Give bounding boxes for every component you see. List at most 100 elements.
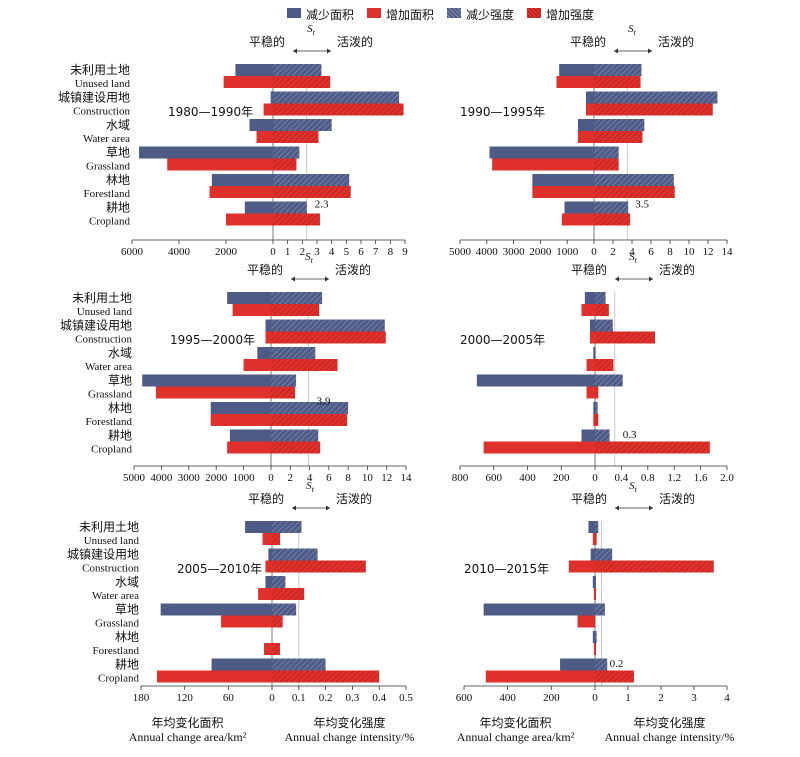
arrow-right-head — [648, 48, 652, 54]
category-label-zh: 耕地 — [115, 657, 139, 672]
bar-intensity-increase — [271, 359, 338, 371]
bar-intensity-decrease — [271, 429, 319, 442]
bar-area-decrease — [577, 119, 594, 131]
period-label: 2000—2005年 — [460, 333, 545, 347]
legend-label-intensity-increase: 增加强度 — [546, 8, 595, 22]
bar-intensity-decrease — [272, 576, 286, 588]
bar-area-decrease — [235, 64, 273, 76]
legend-label-intensity-decrease: 减少强度 — [466, 8, 515, 22]
legend: 减少面积 增加面积 减少强度 增加强度 — [0, 2, 800, 24]
arrow-left-head — [615, 505, 619, 511]
bar-intensity-increase — [271, 441, 321, 454]
area-tick-label: 0 — [269, 692, 275, 704]
bar-area-decrease — [559, 64, 594, 76]
intensity-tick-label: 8 — [388, 246, 394, 258]
bar-intensity-increase — [595, 414, 599, 426]
area-tick-label: 0 — [592, 472, 598, 484]
intensity-tick-label: 0.8 — [641, 472, 655, 484]
area-tick-label: 120 — [176, 692, 193, 704]
category-label-zh: 耕地 — [108, 428, 132, 443]
bar-area-increase — [581, 304, 595, 316]
category-label-zh: 林地 — [115, 630, 139, 644]
bar-area-increase — [226, 213, 273, 226]
bar-area-decrease — [590, 548, 595, 561]
area-tick-label: 6000 — [121, 246, 144, 258]
intensity-tick-label: 2 — [288, 472, 294, 484]
bar-intensity-decrease — [595, 521, 599, 533]
stable-label: 平稳的 — [249, 34, 285, 49]
bar-intensity-increase — [595, 560, 714, 573]
area-tick-label: 200 — [553, 472, 570, 484]
bar-intensity-decrease — [595, 402, 598, 414]
intensity-tick-label: 0.3 — [346, 692, 360, 704]
bar-area-decrease — [593, 402, 595, 414]
area-tick-label: 5000 — [449, 246, 472, 258]
bar-intensity-decrease — [271, 402, 349, 414]
intensity-tick-label: 2 — [300, 246, 306, 258]
category-label-zh: 草地 — [115, 603, 139, 617]
area-tick-label: 600 — [456, 692, 473, 704]
area-tick-label: 200 — [543, 692, 560, 704]
bar-intensity-decrease — [594, 91, 718, 104]
bar-area-decrease — [249, 119, 273, 131]
intensity-tick-label: 6 — [648, 246, 654, 258]
intensity-tick-label: 0.1 — [292, 692, 306, 704]
area-tick-label: 5000 — [123, 472, 146, 484]
category-label-zh: 水域 — [115, 575, 139, 589]
active-label: 活泼的 — [336, 491, 372, 506]
intensity-tick-label: 5 — [344, 246, 350, 258]
bar-intensity-increase — [273, 103, 404, 116]
area-tick-label: 4000 — [168, 246, 191, 258]
bar-area-increase — [263, 643, 272, 655]
category-label-zh: 林地 — [106, 173, 130, 187]
footer-area-label-right: 年均变化面积 Annual change area/km² — [428, 716, 603, 744]
bar-intensity-decrease — [595, 429, 610, 442]
bar-intensity-decrease — [594, 119, 645, 131]
footer-intensity-label-right: 年均变化强度 Annual change intensity/% — [582, 716, 757, 744]
bar-area-decrease — [581, 429, 595, 442]
bar-intensity-decrease — [273, 64, 322, 76]
bar-area-decrease — [245, 521, 272, 533]
area-tick-label: 4000 — [476, 246, 499, 258]
period-label: 1990—1995年 — [460, 105, 545, 119]
footer-int-zh-left: 年均变化强度 — [313, 716, 386, 730]
category-label-en: Water area — [83, 133, 130, 145]
bar-intensity-decrease — [272, 521, 302, 533]
category-label-zh: 未利用土地 — [72, 291, 132, 305]
bar-intensity-decrease — [594, 64, 642, 76]
bar-intensity-decrease — [273, 91, 400, 104]
bar-area-increase — [589, 331, 595, 344]
stable-label: 平稳的 — [570, 34, 606, 49]
st-value-label: 3.9 — [317, 396, 331, 408]
bar-area-increase — [209, 186, 273, 198]
area-tick-label: 3000 — [178, 472, 201, 484]
bar-intensity-increase — [595, 386, 599, 399]
bar-area-increase — [232, 304, 271, 316]
bar-area-increase — [593, 414, 595, 426]
area-tick-label: 4000 — [150, 472, 173, 484]
category-label-zh: 未利用土地 — [70, 63, 130, 77]
category-label-en: Water area — [85, 361, 132, 373]
arrow-right-head — [326, 505, 330, 511]
bar-intensity-increase — [272, 588, 305, 600]
bar-intensity-increase — [273, 158, 297, 171]
intensity-tick-label: 4 — [724, 692, 730, 704]
bar-area-increase — [265, 331, 271, 344]
area-tick-label: 0 — [592, 692, 598, 704]
intensity-tick-label: 10 — [362, 472, 374, 484]
bar-area-increase — [593, 643, 595, 655]
bar-intensity-decrease — [271, 374, 297, 387]
area-tick-label: 180 — [133, 692, 150, 704]
bar-area-increase — [556, 76, 594, 88]
active-label: 活泼的 — [658, 34, 694, 49]
arrow-right-head — [649, 505, 653, 511]
bar-intensity-decrease — [271, 319, 385, 332]
bar-area-decrease — [257, 347, 271, 359]
intensity-tick-label: 7 — [373, 246, 379, 258]
area-tick-label: 0 — [591, 246, 597, 258]
category-label-en: Unused land — [75, 78, 131, 90]
intensity-tick-label: 2.0 — [720, 472, 734, 484]
footer-intensity-label-left: 年均变化强度 Annual change intensity/% — [262, 716, 437, 744]
bar-area-decrease — [489, 146, 594, 159]
footer-area-en-left: Annual change area/km² — [128, 730, 247, 744]
